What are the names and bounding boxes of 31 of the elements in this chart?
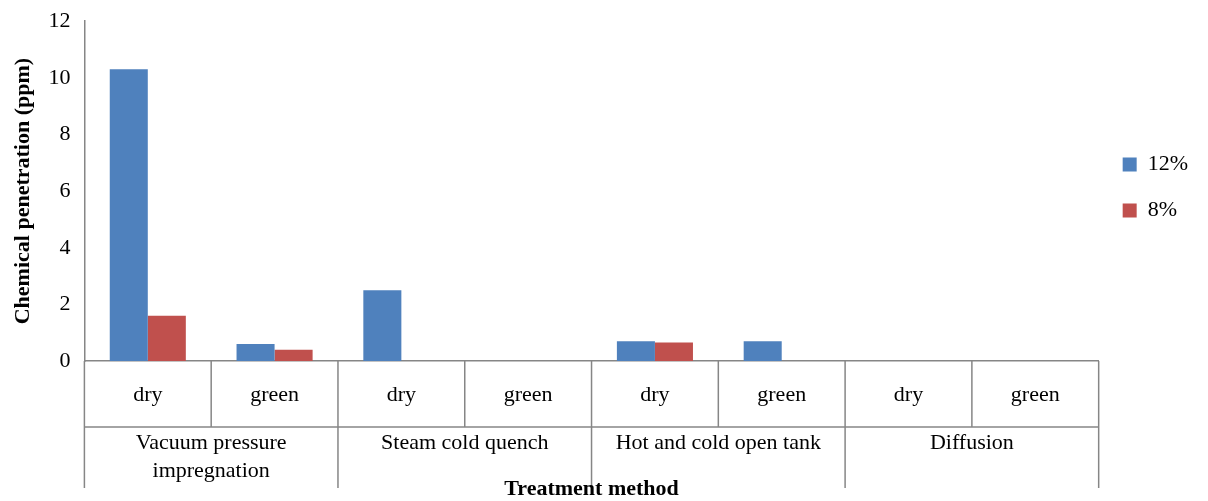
bar bbox=[274, 349, 313, 361]
x-tick-label: green bbox=[757, 380, 807, 406]
y-tick-label: 8 bbox=[59, 120, 71, 146]
x-tick-label: green bbox=[1010, 380, 1060, 406]
x-axis-title: Treatment method bbox=[504, 474, 679, 500]
y-tick-label: 4 bbox=[59, 233, 71, 259]
x-tick-label: green bbox=[503, 380, 553, 406]
text: Diffusion bbox=[929, 428, 1014, 454]
legend-label: 12% bbox=[1147, 150, 1188, 176]
x-tick-label: green bbox=[250, 380, 300, 406]
text: Hot and cold open tank bbox=[615, 428, 821, 454]
bar bbox=[616, 341, 655, 361]
bar bbox=[654, 342, 693, 361]
bar bbox=[363, 290, 402, 361]
x-tick-label: dry bbox=[893, 380, 924, 406]
y-tick-label: 6 bbox=[59, 176, 71, 202]
text: Steam cold quench bbox=[381, 428, 549, 454]
y-tick-label: 0 bbox=[59, 346, 71, 372]
y-tick-label: 12 bbox=[48, 6, 71, 32]
bar bbox=[109, 69, 148, 361]
y-tick-label: 2 bbox=[59, 290, 71, 316]
bar bbox=[743, 341, 782, 361]
y-tick-label: 10 bbox=[48, 63, 71, 89]
x-tick-label: dry bbox=[386, 380, 417, 406]
x-tick-label: dry bbox=[133, 380, 163, 406]
text: Vacuum pressure impregnation bbox=[135, 428, 287, 482]
y-axis-title: Chemical penetration (ppm) bbox=[8, 57, 34, 325]
bar bbox=[236, 344, 275, 361]
legend-label: 8% bbox=[1147, 196, 1177, 222]
x-tick-label: dry bbox=[640, 380, 670, 406]
bar bbox=[147, 315, 186, 361]
